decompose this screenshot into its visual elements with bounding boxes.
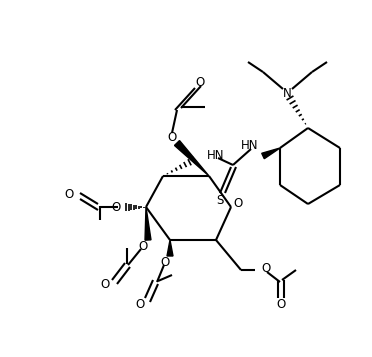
Text: O: O <box>167 131 177 144</box>
Text: O: O <box>233 196 243 210</box>
Text: O: O <box>65 187 74 201</box>
Text: O: O <box>136 298 145 312</box>
Text: HN: HN <box>207 149 224 161</box>
Text: N: N <box>283 86 291 100</box>
Polygon shape <box>174 141 209 176</box>
Text: O: O <box>261 261 270 275</box>
Text: O: O <box>195 75 205 89</box>
Text: O: O <box>138 240 148 252</box>
Text: O: O <box>160 256 170 268</box>
Text: S: S <box>216 193 224 206</box>
Text: O: O <box>276 298 286 312</box>
Polygon shape <box>262 148 280 159</box>
Text: O: O <box>112 201 121 213</box>
Polygon shape <box>145 207 151 240</box>
Polygon shape <box>167 240 173 256</box>
Text: HN: HN <box>241 139 258 151</box>
Text: O: O <box>101 277 110 291</box>
